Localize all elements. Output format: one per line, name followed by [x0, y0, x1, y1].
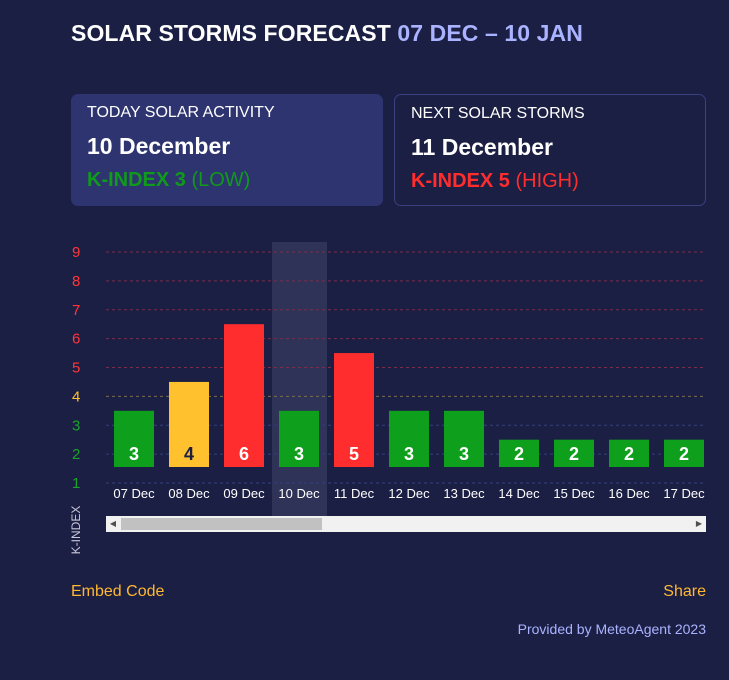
- x-tick-label: 09 Dec: [223, 486, 265, 501]
- y-tick-label-2: 2: [72, 446, 80, 463]
- today-card-kindex: K-INDEX 3 (LOW): [87, 169, 367, 192]
- x-tick-label: 07 Dec: [113, 486, 155, 501]
- bar-value-label: 3: [294, 444, 304, 464]
- bar-value-label: 6: [239, 444, 249, 464]
- highlight-band-today: [272, 242, 327, 516]
- bar-12-dec: [389, 410, 429, 467]
- bar-08-dec: [169, 381, 209, 467]
- title-text: SOLAR STORMS FORECAST: [71, 20, 391, 46]
- bar-10-dec: [279, 410, 319, 467]
- today-activity-card: TODAY SOLAR ACTIVITY 10 December K-INDEX…: [71, 94, 383, 206]
- bar-value-label: 2: [624, 444, 634, 464]
- y-tick-label-6: 6: [72, 331, 80, 348]
- bar-17-dec: [664, 439, 704, 467]
- bar-14-dec: [499, 439, 539, 467]
- y-axis-label: K-INDEX: [69, 505, 83, 555]
- y-tick-label-3: 3: [72, 417, 80, 434]
- today-kindex-value: K-INDEX 3: [87, 169, 186, 191]
- today-card-label: TODAY SOLAR ACTIVITY: [87, 104, 275, 121]
- next-storms-card: NEXT SOLAR STORMS 11 December K-INDEX 5 …: [394, 94, 706, 206]
- bar-value-label: 2: [679, 444, 689, 464]
- chart-horizontal-scrollbar[interactable]: ◀ ▶: [106, 516, 706, 532]
- y-tick-label-1: 1: [72, 475, 80, 492]
- bar-value-label: 2: [569, 444, 579, 464]
- bar-value-label: 2: [514, 444, 524, 464]
- today-card-date: 10 December: [87, 133, 231, 159]
- today-kindex-level: (LOW): [191, 169, 251, 191]
- next-kindex-value: K-INDEX 5: [411, 170, 510, 192]
- x-tick-label: 08 Dec: [168, 486, 210, 501]
- bar-15-dec: [554, 439, 594, 467]
- bar-value-label: 3: [404, 444, 414, 464]
- scroll-right-arrow-icon[interactable]: ▶: [695, 519, 703, 528]
- bar-09-dec: [224, 324, 264, 467]
- y-tick-label-9: 9: [72, 244, 80, 261]
- next-kindex-level: (HIGH): [515, 170, 579, 192]
- x-tick-label: 17 Dec: [663, 486, 705, 501]
- bar-11-dec: [334, 353, 374, 467]
- next-card-label: NEXT SOLAR STORMS: [411, 105, 585, 122]
- bar-value-label: 5: [349, 444, 359, 464]
- share-link[interactable]: Share: [663, 583, 706, 600]
- next-card-kindex: K-INDEX 5 (HIGH): [411, 170, 689, 193]
- x-tick-label: 16 Dec: [608, 486, 650, 501]
- x-tick-label: 10 Dec: [278, 486, 320, 501]
- x-tick-label: 13 Dec: [443, 486, 485, 501]
- y-tick-label-4: 4: [72, 388, 80, 405]
- bar-13-dec: [444, 410, 484, 467]
- title-date-range: 07 DEC – 10 JAN: [397, 20, 583, 46]
- x-tick-label: 11 Dec: [334, 486, 375, 501]
- x-tick-label: 12 Dec: [388, 486, 430, 501]
- bar-value-label: 4: [184, 444, 194, 464]
- page-title: SOLAR STORMS FORECAST 07 DEC – 10 JAN: [71, 20, 583, 47]
- next-card-date: 11 December: [411, 134, 553, 160]
- y-tick-label-8: 8: [72, 273, 80, 290]
- scroll-left-arrow-icon[interactable]: ◀: [109, 519, 117, 528]
- scrollbar-thumb[interactable]: [121, 518, 322, 530]
- bar-value-label: 3: [129, 444, 139, 464]
- bar-07-dec: [114, 410, 154, 467]
- x-tick-label: 14 Dec: [498, 486, 540, 501]
- y-tick-label-5: 5: [72, 360, 80, 377]
- bar-value-label: 3: [459, 444, 469, 464]
- bar-16-dec: [609, 439, 649, 467]
- y-tick-label-7: 7: [72, 302, 80, 319]
- provided-by-credit: Provided by MeteoAgent 2023: [517, 621, 706, 637]
- embed-code-link[interactable]: Embed Code: [71, 583, 165, 600]
- x-tick-label: 15 Dec: [553, 486, 595, 501]
